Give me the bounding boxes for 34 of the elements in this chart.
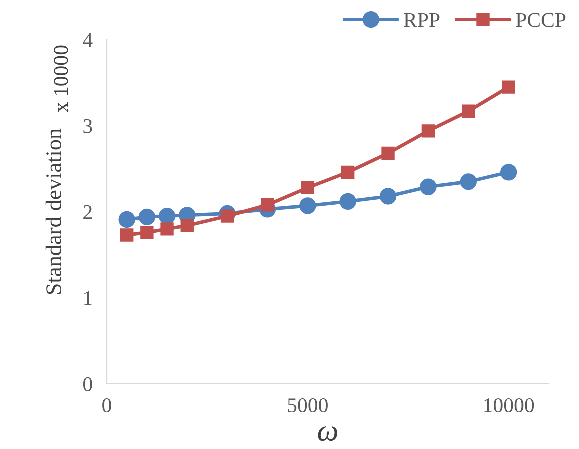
y-tick-label: 3 [84,119,92,134]
y-tick-label: 0 [83,377,92,392]
point [462,104,476,118]
point [420,178,437,196]
point [220,210,234,223]
point [340,193,356,210]
y-tick-label: 2 [84,205,92,220]
point [500,164,518,181]
point [300,198,316,214]
y-axis-title: Standard deviation [46,128,62,294]
point [138,208,156,226]
point [118,211,136,228]
point [422,124,436,138]
y-tick-label: 1 [84,291,92,306]
y-tick-label: 4 [83,34,93,48]
x-axis-title: ω [318,426,338,442]
x-tick-label: 5000 [288,398,328,413]
point [180,219,194,232]
point [120,228,134,242]
point [160,222,174,236]
point [261,198,274,212]
x-tick-label: 0 [102,398,112,413]
legend-label: RPP [404,13,440,28]
point [502,80,516,94]
point [140,226,154,240]
x-tick-label: 10000 [484,398,534,413]
point [158,208,176,225]
legend-label: PCCP [516,13,566,28]
point [460,174,477,190]
point [382,146,395,160]
point [301,181,315,195]
point [341,166,355,180]
point [380,188,397,205]
text: x 10000 [54,46,68,113]
